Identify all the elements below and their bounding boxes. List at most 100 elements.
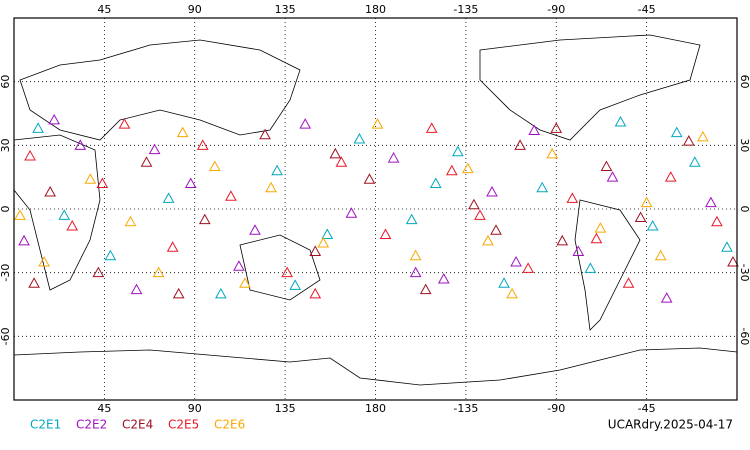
triangle-marker: [482, 234, 494, 246]
triangle-marker: [682, 135, 695, 146]
triangle-marker: [660, 292, 673, 303]
triangle-marker: [490, 224, 502, 235]
triangle-marker: [196, 139, 209, 150]
triangle-marker: [721, 241, 733, 252]
x-tick-label: 90: [188, 3, 202, 16]
triangle-marker: [345, 207, 358, 218]
triangle-marker: [233, 260, 245, 271]
x-tick-label: -45: [638, 402, 656, 415]
x-tick-label: -135: [453, 402, 478, 415]
y-tick-label: 30: [738, 138, 750, 152]
legend-entry: C2E1: [30, 418, 61, 432]
triangle-marker: [215, 287, 227, 299]
point-group: [24, 118, 723, 299]
triangle-marker: [584, 262, 597, 273]
triangle-marker: [405, 213, 418, 225]
triangle-marker: [84, 173, 97, 184]
triangle-marker: [28, 277, 40, 288]
triangle-marker: [437, 273, 450, 284]
triangle-marker: [44, 185, 56, 197]
triangle-marker: [614, 115, 627, 127]
triangle-marker: [92, 266, 105, 278]
triangle-marker: [550, 122, 563, 133]
triangle-marker: [249, 224, 261, 235]
point-group: [28, 122, 739, 299]
triangle-marker: [317, 236, 330, 248]
point-group: [18, 113, 717, 303]
triangle-marker: [522, 262, 534, 273]
y-tick-label: 60: [0, 75, 12, 89]
triangle-marker: [654, 249, 667, 261]
x-tick-label: -90: [547, 3, 565, 16]
triangle-marker: [58, 209, 71, 220]
triangle-marker: [536, 181, 549, 193]
x-tick-label: 90: [188, 402, 202, 415]
triangle-marker: [590, 232, 603, 244]
triangle-marker: [409, 249, 422, 261]
triangle-marker: [419, 283, 432, 295]
triangle-marker: [379, 228, 392, 239]
triangle-marker: [727, 256, 739, 267]
triangle-marker: [572, 245, 585, 256]
triangle-marker: [688, 156, 701, 167]
coastline: [239, 234, 321, 301]
x-tick-label: 135: [275, 3, 296, 16]
triangle-marker: [646, 219, 659, 231]
legend-entry: C2E6: [214, 418, 245, 432]
map-frame: [13, 17, 738, 401]
coastline: [479, 34, 701, 141]
triangle-marker: [528, 124, 541, 135]
x-tick-label: -90: [547, 402, 565, 415]
triangle-marker: [429, 177, 442, 189]
triangle-marker: [48, 113, 61, 125]
triangle-marker: [640, 196, 653, 208]
triangle-marker: [162, 192, 175, 203]
legend-entry: C2E2: [76, 418, 107, 432]
point-group: [14, 118, 709, 299]
triangle-marker: [510, 256, 522, 267]
triangle-marker: [96, 177, 109, 189]
triangle-marker: [697, 130, 709, 142]
triangle-marker: [299, 118, 312, 129]
triangle-marker: [148, 143, 161, 155]
triangle-marker: [335, 156, 348, 167]
triangle-marker: [176, 126, 189, 138]
legend-entry: C2E5: [168, 418, 199, 432]
triangle-marker: [556, 234, 569, 246]
triangle-marker: [32, 122, 44, 133]
triangle-marker: [498, 277, 510, 288]
triangle-marker: [14, 209, 26, 220]
legend-entry: C2E4: [122, 418, 153, 432]
x-tick-label: 45: [97, 3, 111, 16]
coastline: [574, 199, 641, 331]
x-tick-label: -45: [638, 3, 656, 16]
triangle-marker: [309, 245, 322, 256]
triangle-marker: [634, 211, 647, 222]
y-tick-label: 0: [738, 206, 750, 213]
triangle-marker: [387, 152, 400, 163]
date-label: UCARdry.2025-04-17: [608, 418, 733, 432]
triangle-marker: [259, 128, 271, 140]
triangle-marker: [711, 215, 723, 227]
triangle-marker: [140, 156, 153, 167]
triangle-marker: [329, 147, 342, 159]
triangle-marker: [104, 249, 117, 261]
y-tick-label: 60: [738, 75, 750, 89]
x-tick-label: 135: [275, 402, 296, 415]
triangle-marker: [239, 277, 251, 288]
triangle-marker: [152, 266, 165, 278]
x-tick-label: -135: [453, 3, 478, 16]
coastline: [19, 39, 301, 141]
triangle-marker: [594, 222, 607, 233]
triangle-marker: [66, 219, 79, 231]
triangle-marker: [474, 209, 486, 220]
triangle-marker: [309, 287, 322, 299]
triangle-marker: [664, 171, 677, 182]
triangle-marker: [705, 196, 717, 208]
triangle-marker: [198, 213, 211, 225]
point-group: [32, 115, 733, 299]
triangle-marker: [462, 162, 474, 174]
triangle-marker: [74, 139, 87, 150]
triangle-marker: [130, 283, 143, 295]
